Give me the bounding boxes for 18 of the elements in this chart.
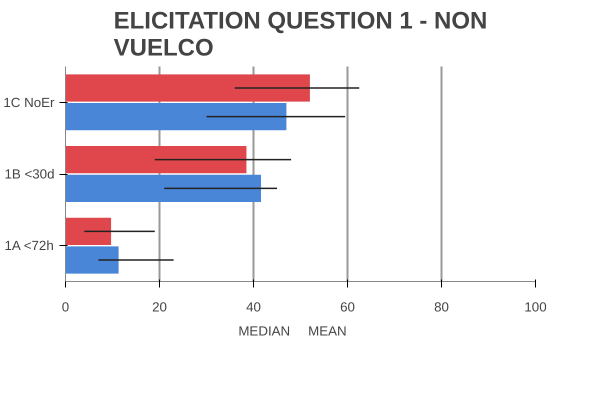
x-tick-label: 20	[152, 300, 167, 314]
bar	[66, 103, 286, 130]
x-tick-label: 60	[340, 300, 355, 314]
x-tick-label: 40	[246, 300, 261, 314]
x-tick-label: 80	[434, 300, 449, 314]
y-tick-label: 1B <30d	[4, 166, 55, 182]
x-tick-label: 100	[524, 300, 547, 314]
bar	[66, 246, 119, 274]
x-tick-label: 0	[62, 300, 70, 314]
bar	[66, 146, 246, 174]
text: MEDIAN	[238, 324, 290, 338]
y-tick-label: 1C NoEr	[3, 94, 56, 110]
bar	[66, 174, 262, 202]
text: MEAN	[308, 324, 347, 338]
bar	[66, 74, 310, 102]
bar	[66, 218, 112, 245]
y-tick-label: 1A <72h	[4, 238, 54, 254]
chart-title: ELICITATION QUESTION 1 - NON VUELCO	[114, 8, 488, 62]
